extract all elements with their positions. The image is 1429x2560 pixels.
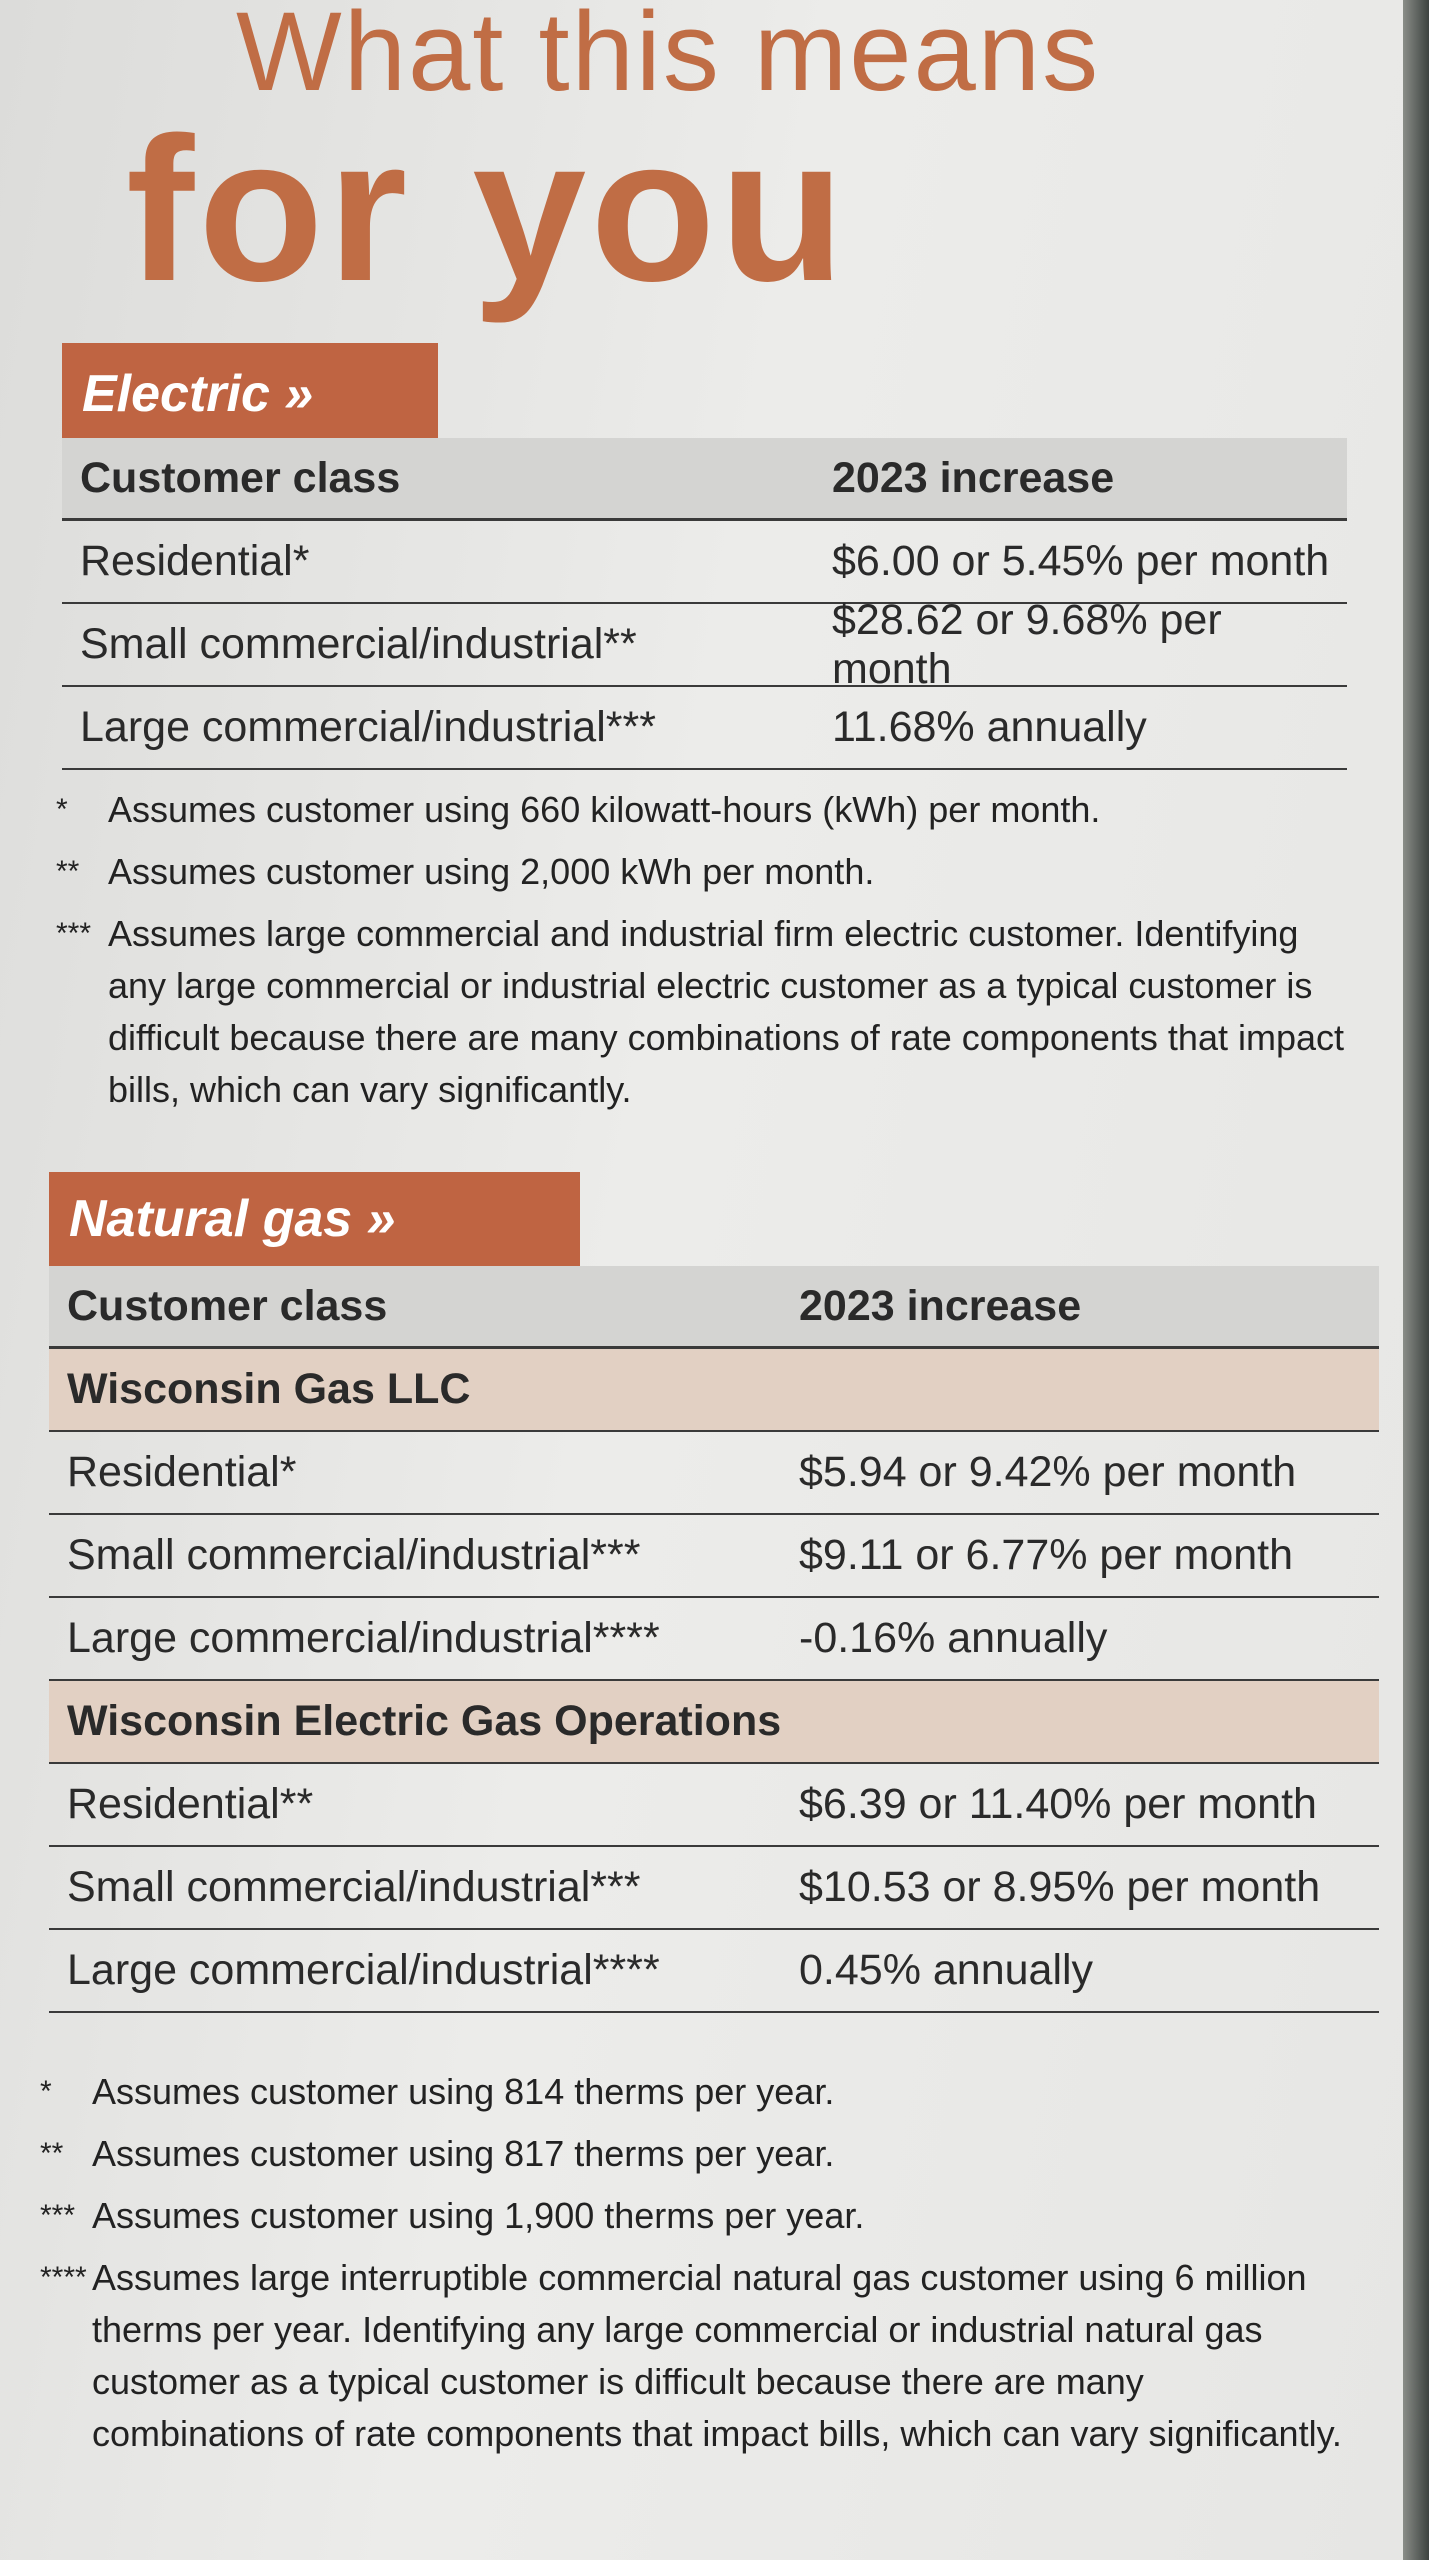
rate-table: Customer class 2023 increase Residential* $… (62, 438, 1347, 770)
table-row: Large commercial/industrial**** 0.45% ann… (49, 1930, 1379, 2013)
footnote: * Assumes customer using 660 kilowatt-hou… (56, 784, 1356, 836)
footnote-marker: *** (56, 917, 92, 950)
table-header: Customer class 2023 increase (49, 1266, 1379, 1349)
footnote: ** Assumes customer using 817 therms per … (40, 2128, 1360, 2180)
footnote-text: Assumes customer using 1,900 therms per … (92, 2195, 865, 2236)
cell: 2023 increase (799, 1281, 1082, 1330)
footnote: *** Assumes customer using 1,900 therms p… (40, 2190, 1360, 2242)
cell: Small commercial/industrial*** (67, 1863, 641, 1911)
footnote-text: Assumes customer using 660 kilowatt-hour… (108, 789, 1101, 830)
cell: Large commercial/industrial**** (67, 1614, 660, 1662)
footnote: ** Assumes customer using 2,000 kWh per m… (56, 846, 1356, 898)
section-tab: Electric » (62, 343, 438, 444)
table-row: Large commercial/industrial**** -0.16% an… (49, 1598, 1379, 1681)
cell: Residential** (67, 1780, 314, 1828)
footnote: * Assumes customer using 814 therms per y… (40, 2066, 1360, 2118)
photo-edge (1403, 0, 1429, 2560)
table-header: Customer class 2023 increase (62, 438, 1347, 521)
cell: $5.94 or 9.42% per month (799, 1448, 1297, 1496)
title-emphasis: for you (126, 95, 849, 324)
footnote-text: Assumes large commercial and industrial … (108, 913, 1345, 1110)
cell: $9.11 or 6.77% per month (799, 1531, 1294, 1579)
group-row: Wisconsin Electric Gas Operations (49, 1681, 1379, 1764)
footnote-text: Assumes customer using 814 therms per ye… (92, 2071, 835, 2112)
cell: Large commercial/industrial**** (67, 1946, 660, 1994)
title-line: What this means (236, 0, 1101, 114)
cell: 0.45% annually (799, 1946, 1094, 1994)
footnotes: * Assumes customer using 660 kilowatt-hou… (56, 784, 1356, 1126)
table-row: Residential** $6.39 or 11.40% per month (49, 1764, 1379, 1847)
footnote-marker: * (56, 793, 68, 826)
section-tab: Natural gas » (49, 1172, 580, 1266)
footnote-marker: * (40, 2075, 52, 2108)
cell: Residential* (80, 537, 310, 585)
table-row: Small commercial/industrial*** $10.53 or … (49, 1847, 1379, 1930)
table-row: Large commercial/industrial*** 11.68% ann… (62, 687, 1347, 770)
cell: Wisconsin Electric Gas Operations (67, 1697, 782, 1745)
cell: 11.68% annually (832, 703, 1147, 751)
cell: Small commercial/industrial*** (67, 1531, 641, 1579)
cell: Wisconsin Gas LLC (67, 1365, 471, 1413)
rate-table: Customer class 2023 increase Wisconsin Gas… (49, 1266, 1379, 2013)
footnote: **** Assumes large interruptible commerci… (40, 2252, 1360, 2460)
cell: $6.39 or 11.40% per month (799, 1780, 1317, 1828)
footnotes: * Assumes customer using 814 therms per y… (40, 2066, 1360, 2470)
cell: -0.16% annually (799, 1614, 1108, 1662)
footnote-text: Assumes customer using 817 therms per ye… (92, 2133, 835, 2174)
table-row: Small commercial/industrial*** $9.11 or 6… (49, 1515, 1379, 1598)
cell: Residential* (67, 1448, 297, 1496)
footnote: *** Assumes large commercial and industri… (56, 908, 1356, 1116)
cell: Customer class (80, 453, 401, 502)
cell: Small commercial/industrial** (80, 620, 637, 668)
footnote-text: Assumes customer using 2,000 kWh per mon… (108, 851, 875, 892)
group-row: Wisconsin Gas LLC (49, 1349, 1379, 1432)
table-row: Residential* $6.00 or 5.45% per month (62, 521, 1347, 604)
footnote-text: Assumes large interruptible commercial n… (92, 2257, 1342, 2454)
cell: $28.62 or 9.68% per month (832, 595, 1222, 693)
footnote-marker: ** (40, 2137, 64, 2170)
footnote-marker: **** (40, 2261, 87, 2294)
cell: Customer class (67, 1281, 388, 1330)
cell: $10.53 or 8.95% per month (799, 1863, 1321, 1911)
table-row: Residential* $5.94 or 9.42% per month (49, 1432, 1379, 1515)
footnote-marker: ** (56, 855, 80, 888)
cell: Large commercial/industrial*** (80, 703, 656, 751)
cell: 2023 increase (832, 453, 1115, 502)
footnote-marker: *** (40, 2199, 76, 2232)
table-row: Small commercial/industrial** $28.62 or 9… (62, 596, 1347, 693)
cell: $6.00 or 5.45% per month (832, 537, 1330, 585)
